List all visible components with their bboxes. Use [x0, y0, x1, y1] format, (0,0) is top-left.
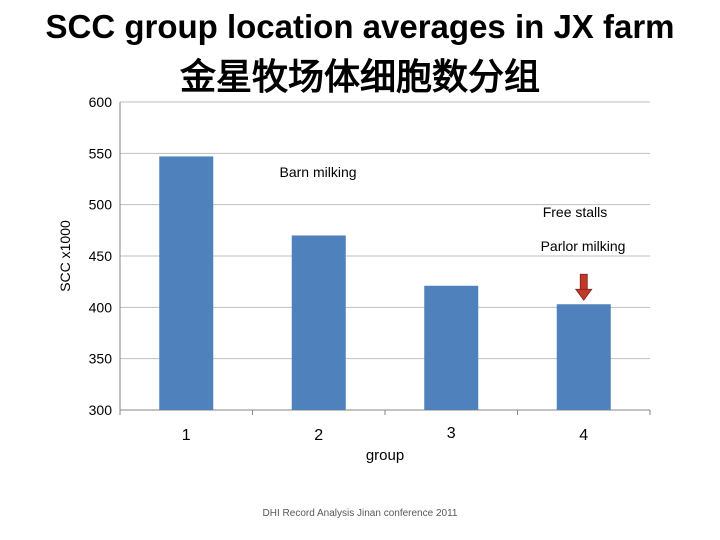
y-tick-label-400: 400: [89, 299, 113, 315]
slide-subtitle: 金星牧场体细胞数分组: [179, 57, 540, 98]
y-tick-label-600: 600: [89, 94, 113, 110]
x-axis-title: group: [366, 447, 404, 464]
footer-credit: DHI Record Analysis Jinan conference 201…: [262, 508, 458, 519]
annotation-parlor-milking: Parlor milking: [541, 238, 626, 254]
x-tick-label-2: 2: [314, 427, 323, 444]
slide-title: SCC group location averages in JX farm: [45, 8, 675, 45]
bar-group-1: [159, 156, 214, 410]
annotation-free-stalls: Free stalls: [543, 204, 608, 220]
y-tick-label-500: 500: [89, 197, 113, 213]
arrow-head-icon: [574, 288, 593, 301]
bar-group-4: [556, 304, 611, 410]
y-tick-label-550: 550: [89, 145, 113, 161]
y-tick-label-450: 450: [89, 248, 113, 264]
y-tick-label-300: 300: [89, 402, 113, 418]
x-tick-label-1: 1: [182, 427, 191, 444]
y-tick-label-350: 350: [89, 351, 113, 367]
bar-group-3: [424, 285, 479, 410]
y-axis-title: SCC x1000: [57, 220, 73, 292]
arrow-shaft: [579, 273, 588, 291]
x-tick-label-3: 3: [447, 425, 456, 442]
annotation-barn-milking: Barn milking: [279, 164, 356, 180]
x-tick-label-4: 4: [579, 427, 588, 444]
bar-group-2: [291, 235, 346, 410]
